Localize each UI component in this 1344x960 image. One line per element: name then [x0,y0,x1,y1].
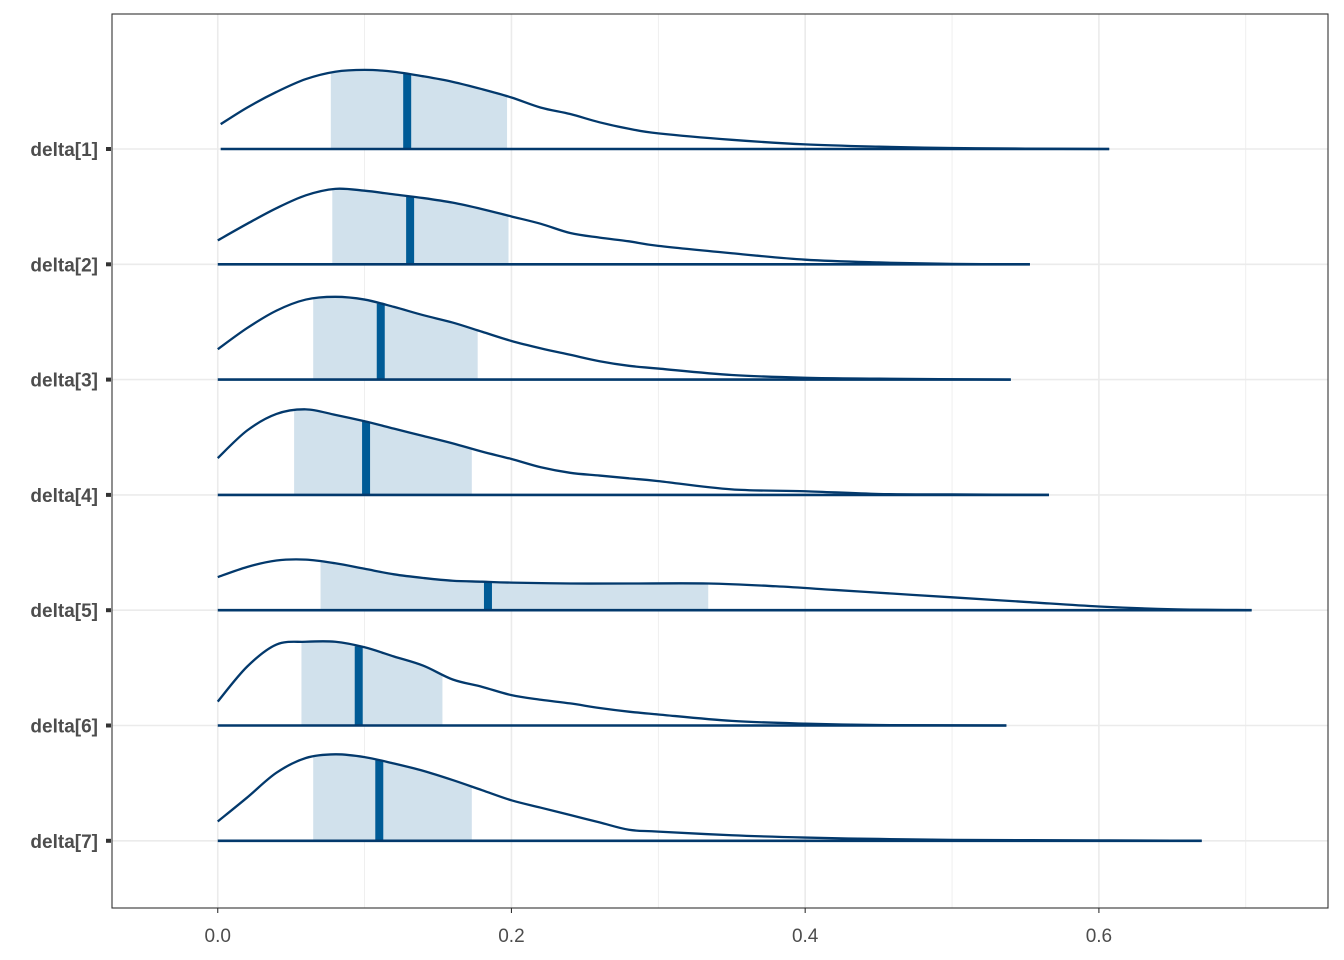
y-tick-label: delta[6] [30,717,98,738]
series-2 [217,187,1030,266]
density-curve [217,187,1030,266]
x-tick-label: 0.2 [498,926,524,947]
series-3 [217,295,1011,381]
y-tick-label: delta[7] [30,832,98,853]
interval-area [313,754,472,841]
y-tick-label: delta[1] [30,140,98,161]
series-6 [216,640,1007,727]
density-curve [217,753,1202,842]
density-curve [217,295,1011,381]
series-4 [216,408,1049,497]
density-curve [216,640,1007,727]
interval-area [320,561,709,611]
y-tick-label: delta[4] [30,486,98,507]
interval-area [332,188,509,265]
y-tick-label: delta[2] [30,255,98,276]
x-tick-label: 0.0 [205,926,231,947]
series-1 [220,68,1110,151]
interval-area [330,69,508,149]
interval-area [294,409,472,495]
panel-border [111,13,1329,909]
density-curve [220,68,1110,151]
series-5 [217,558,1252,612]
y-tick-label: delta[5] [30,601,98,622]
density-curve [217,558,1252,612]
y-tick-label: delta[3] [30,371,98,392]
interval-area [301,641,443,726]
x-tick-label: 0.4 [792,926,819,947]
series-layer [216,68,1252,843]
interval-area [313,296,478,380]
series-7 [217,753,1202,843]
density-curve [216,408,1049,497]
axis-layer: delta[1] delta[2] delta[3] delta[4] delta[5]… [30,140,1112,947]
x-tick-label: 0.6 [1086,926,1112,947]
